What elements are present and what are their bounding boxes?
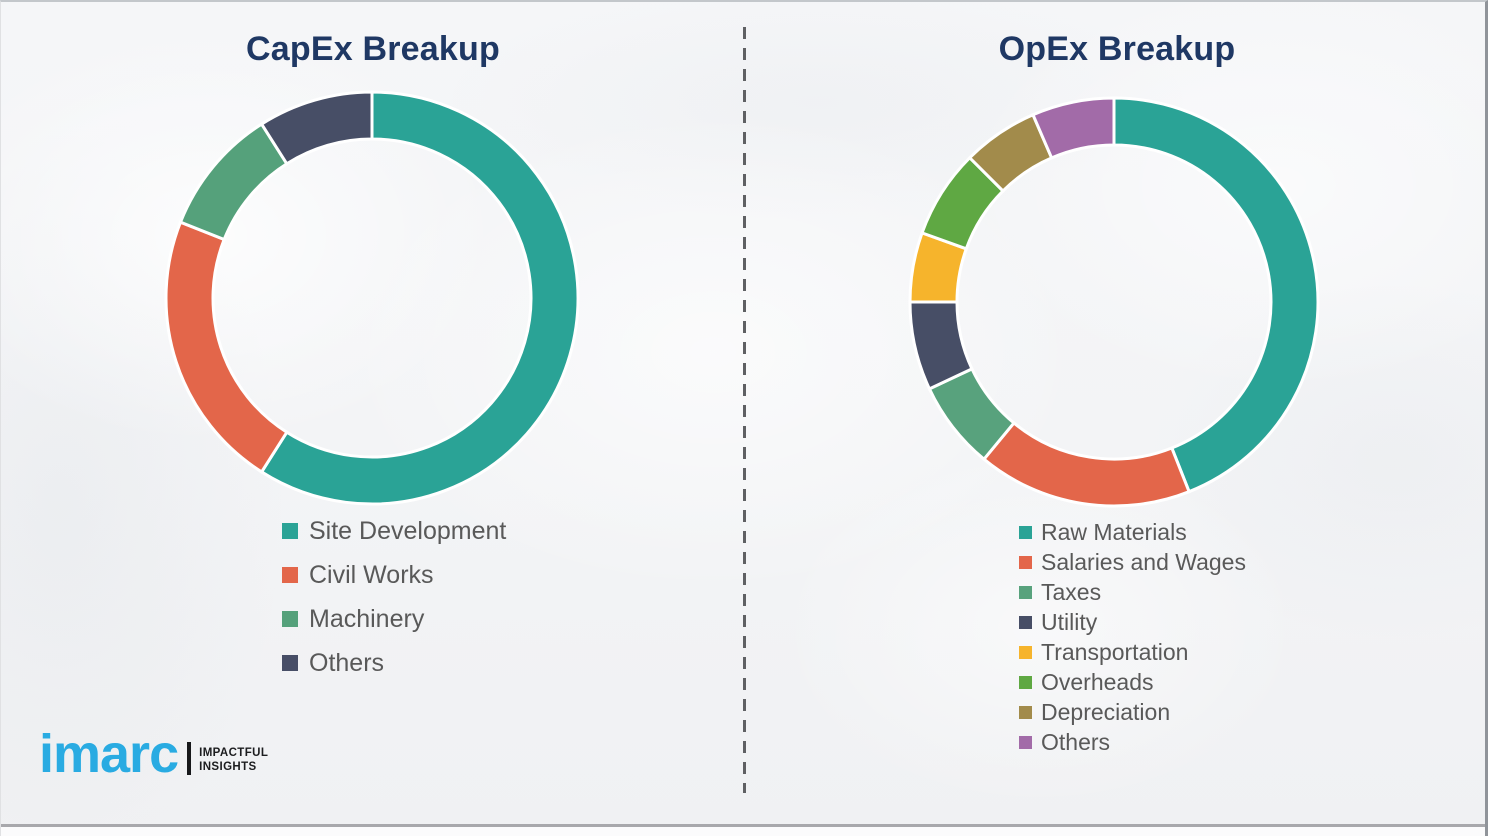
legend-item-utility: Utility <box>1019 607 1246 637</box>
capex-donut-chart <box>164 90 580 506</box>
legend-label: Overheads <box>1041 668 1154 695</box>
legend-swatch-raw-materials <box>1019 525 1032 539</box>
opex-donut-chart <box>908 96 1320 508</box>
opex-legend: Raw Materials Salaries and Wages Taxes Util… <box>1019 517 1246 757</box>
legend-item-site-development: Site Development <box>282 509 506 553</box>
legend-swatch-site-development <box>282 523 298 539</box>
donut-segment-others <box>1031 96 1116 160</box>
donut-segment-site-development <box>259 90 580 506</box>
legend-swatch-others <box>282 655 298 671</box>
legend-swatch-taxes <box>1019 585 1032 599</box>
legend-label: Transportation <box>1041 638 1189 665</box>
dashed-divider <box>743 27 746 793</box>
legend-item-others: Others <box>1019 727 1246 757</box>
legend-item-raw-materials: Raw Materials <box>1019 517 1246 547</box>
imarc-logo: imarc IMPACTFUL INSIGHTS <box>39 724 268 784</box>
legend-item-others: Others <box>282 641 506 685</box>
legend-item-transportation: Transportation <box>1019 637 1246 667</box>
legend-swatch-civil-works <box>282 567 298 583</box>
legend-item-machinery: Machinery <box>282 597 506 641</box>
legend-item-depreciation: Depreciation <box>1019 697 1246 727</box>
capex-legend: Site Development Civil Works Machinery Othe… <box>282 509 506 685</box>
imarc-logo-tagline: IMPACTFUL INSIGHTS <box>199 747 268 775</box>
legend-label: Civil Works <box>309 560 434 589</box>
legend-item-civil-works: Civil Works <box>282 553 506 597</box>
donut-segment-raw-materials <box>1112 96 1320 494</box>
tagline-line-2: INSIGHTS <box>199 761 257 774</box>
donut-segment-others <box>259 90 374 166</box>
imarc-logo-text: imarc <box>39 724 179 784</box>
legend-label: Depreciation <box>1041 698 1171 725</box>
legend-item-taxes: Taxes <box>1019 577 1246 607</box>
bottom-border-strip <box>1 824 1485 836</box>
legend-label: Raw Materials <box>1041 518 1187 545</box>
tagline-line-1: IMPACTFUL <box>199 747 269 760</box>
legend-label: Others <box>309 648 385 677</box>
legend-label: Site Development <box>309 516 507 545</box>
legend-label: Salaries and Wages <box>1041 548 1246 575</box>
opex-chart-title: OpEx Breakup <box>998 30 1236 68</box>
donut-segment-civil-works <box>164 220 289 475</box>
legend-label: Others <box>1041 728 1111 755</box>
legend-label: Machinery <box>309 604 425 633</box>
legend-label: Utility <box>1041 608 1098 635</box>
legend-label: Taxes <box>1041 578 1102 605</box>
imarc-logo-separator <box>187 741 192 775</box>
legend-swatch-utility <box>1019 615 1032 629</box>
legend-swatch-depreciation <box>1019 705 1032 719</box>
legend-swatch-salaries-and-wages <box>1019 555 1032 569</box>
legend-swatch-machinery <box>282 611 298 627</box>
legend-item-overheads: Overheads <box>1019 667 1246 697</box>
legend-swatch-others <box>1019 735 1032 749</box>
legend-swatch-overheads <box>1019 675 1032 689</box>
legend-swatch-transportation <box>1019 645 1032 659</box>
capex-chart-title: CapEx Breakup <box>246 30 500 68</box>
donut-segment-salaries-and-wages <box>981 420 1192 508</box>
legend-item-salaries-and-wages: Salaries and Wages <box>1019 547 1246 577</box>
